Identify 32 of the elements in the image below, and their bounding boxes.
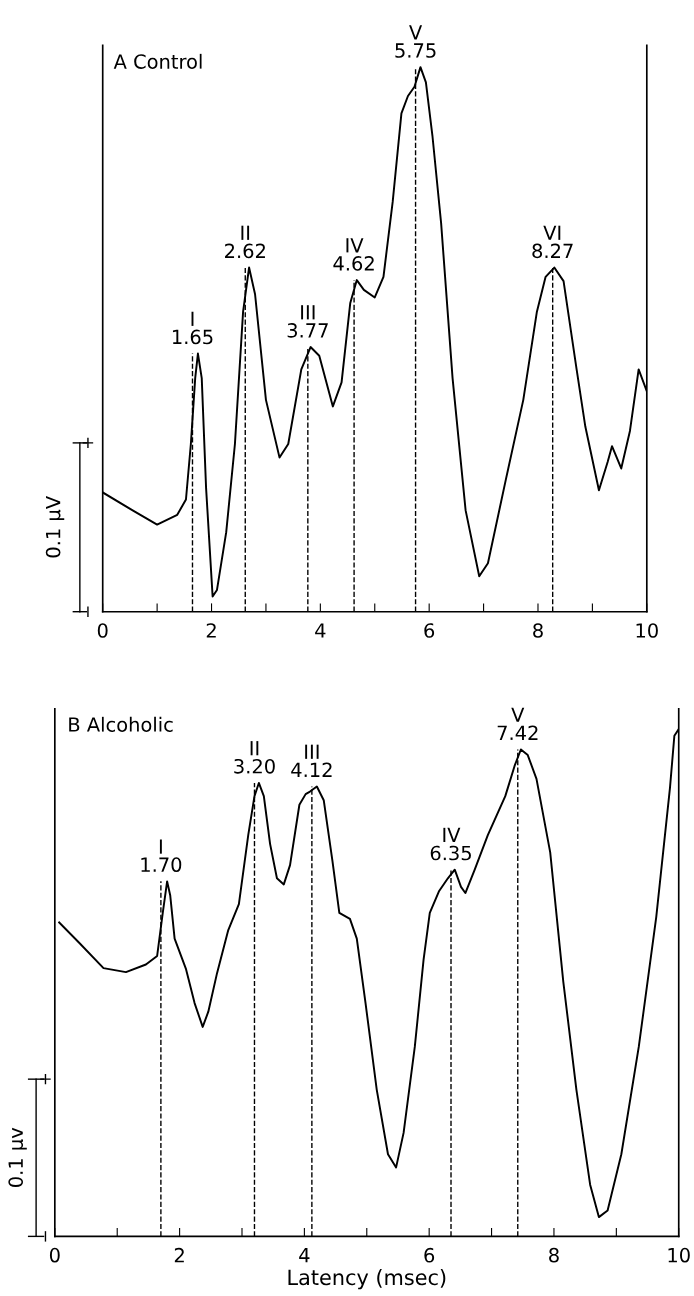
- ref-line-label: V 7.42: [497, 707, 538, 740]
- ref-line-label: VI 8.27: [532, 225, 573, 259]
- x-tick-label: 8: [533, 623, 543, 638]
- x-tick-label: 2: [174, 1247, 184, 1263]
- ref-line-label: III 3.77: [287, 305, 328, 338]
- text: +: [82, 437, 94, 449]
- text: −: [87, 606, 89, 617]
- ref-line-label: V 5.75: [395, 25, 436, 58]
- x-tick-label: 6: [424, 1247, 435, 1263]
- chart-title: A Control: [113, 53, 202, 69]
- x-tick-label: 4: [299, 1248, 310, 1263]
- ref-line-label: II 2.62: [225, 225, 265, 259]
- ref-line-label: I 1.70: [141, 839, 182, 873]
- ref-line-label: I 1.65: [172, 311, 213, 345]
- x-axis-title: Latency (msec): [288, 1269, 446, 1290]
- ref-line-label: II 3.20: [234, 741, 275, 774]
- x-tick-label: 10: [636, 623, 658, 638]
- ref-line-label: IV 4.62: [333, 238, 374, 271]
- x-tick-label: 8: [549, 1247, 559, 1263]
- x-tick-label: 6: [424, 623, 435, 638]
- chart-title: B Alcoholic: [69, 716, 173, 732]
- text: −: [44, 1231, 47, 1242]
- x-tick-label: 4: [315, 623, 326, 638]
- ref-line-label: IV 6.35: [430, 827, 471, 861]
- x-tick-label: 0: [49, 1247, 60, 1263]
- ref-line-label: III 4.12: [291, 744, 332, 777]
- x-tick-label: 0: [97, 623, 108, 638]
- y-axis-title: 0.1 µV: [45, 496, 65, 558]
- x-tick-label: 2: [206, 623, 216, 638]
- text: +: [40, 1073, 51, 1085]
- y-axis-title: 0.1 µv: [8, 1127, 27, 1187]
- x-tick-label: 10: [668, 1247, 690, 1263]
